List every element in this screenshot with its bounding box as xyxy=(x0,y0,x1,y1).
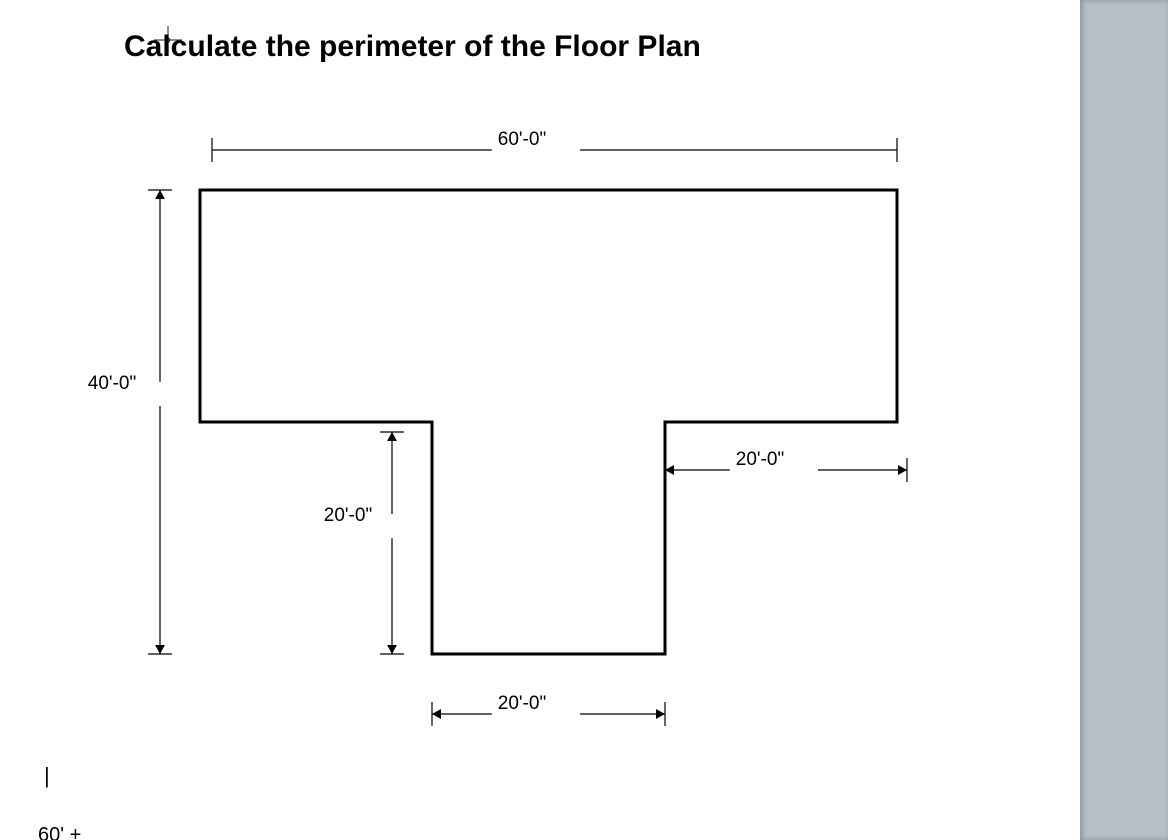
dimension-label-stem_left: 20'-0" xyxy=(318,505,378,527)
cutoff-text: 60' + xyxy=(38,824,81,840)
floorplan-outline xyxy=(200,190,897,654)
dimension-label-stem_bottom: 20'-0" xyxy=(492,693,552,715)
text-cursor-mark: | xyxy=(44,763,50,789)
dimension-label-top: 60'-0" xyxy=(492,129,552,151)
dimension-label-left: 40'-0" xyxy=(82,373,142,395)
dimension-label-right_offset: 20'-0" xyxy=(730,449,790,471)
page-title: Calculate the perimeter of the Floor Pla… xyxy=(124,30,701,64)
diagram-svg xyxy=(0,0,1168,840)
page-root: Calculate the perimeter of the Floor Pla… xyxy=(0,0,1168,840)
